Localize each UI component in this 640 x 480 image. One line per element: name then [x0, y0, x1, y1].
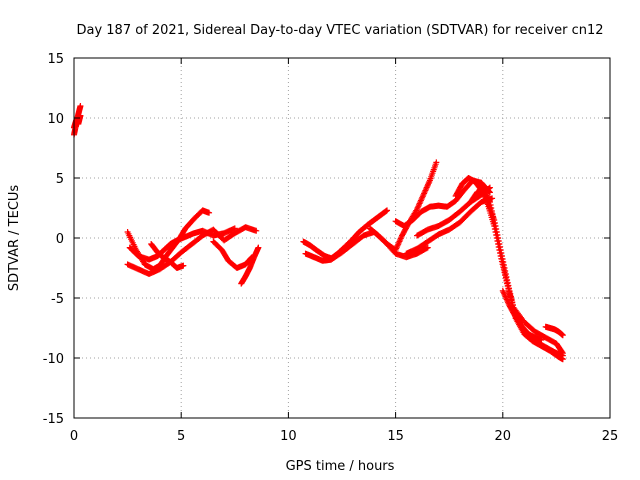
data-point [481, 187, 488, 194]
data-point [495, 241, 502, 247]
data-point [255, 244, 262, 251]
y-tick-label: 10 [47, 112, 64, 127]
y-tick-label: -10 [43, 352, 64, 367]
x-tick-label: 0 [70, 429, 78, 444]
data-point [493, 232, 500, 238]
axis-ticks: 0 5 10 15 20 25 -15 -10 -5 0 5 10 15 [43, 52, 619, 444]
data-point [77, 112, 84, 119]
data-point [494, 238, 501, 244]
series-arc-5 [124, 224, 260, 277]
data-point [481, 188, 488, 195]
grid [74, 58, 610, 418]
data-point [501, 269, 508, 276]
data-point [502, 272, 509, 279]
data-point [559, 332, 566, 339]
data-point [206, 209, 213, 216]
x-tick-label: 20 [495, 429, 512, 444]
data-point [500, 264, 507, 271]
data-point [503, 277, 510, 284]
data-point [495, 244, 502, 250]
x-tick-label: 10 [280, 429, 297, 444]
data-point [424, 244, 431, 251]
series-arc-10 [302, 229, 431, 264]
series-arc-6 [148, 241, 187, 271]
series-arc-17 [484, 201, 566, 359]
series-arc-8 [238, 244, 262, 287]
y-axis-label: SDTVAR / TECUs [7, 185, 22, 292]
data-point [499, 261, 506, 268]
data-points [71, 103, 566, 363]
data-point [486, 185, 493, 192]
data-point [253, 227, 260, 234]
data-point [492, 229, 499, 235]
data-point [496, 247, 503, 253]
data-point [538, 337, 545, 343]
data-point [498, 255, 505, 262]
data-point [384, 207, 391, 214]
data-point [491, 226, 498, 232]
data-point [500, 266, 507, 273]
data-point [498, 258, 505, 265]
data-point [497, 253, 504, 259]
data-point [480, 185, 487, 192]
y-tick-label: 0 [56, 232, 64, 247]
data-point [493, 235, 500, 241]
y-tick-label: -15 [43, 412, 64, 427]
data-point [483, 191, 490, 198]
chart-title: Day 187 of 2021, Sidereal Day-to-day VTE… [76, 23, 603, 38]
data-point [486, 197, 493, 204]
x-tick-label: 15 [387, 429, 404, 444]
data-point [484, 193, 491, 200]
y-tick-label: -5 [51, 292, 64, 307]
data-point [433, 159, 440, 166]
y-tick-label: 15 [47, 52, 64, 67]
data-point [482, 189, 489, 196]
data-point [497, 250, 504, 256]
series-arc-16 [467, 185, 566, 363]
series-arc-18 [499, 287, 545, 343]
data-point [491, 223, 498, 229]
x-tick-label: 5 [177, 429, 185, 444]
series-arc-11 [366, 159, 440, 253]
x-tick-label: 25 [602, 429, 619, 444]
data-point [502, 275, 509, 282]
data-point [559, 352, 566, 359]
data-point [485, 196, 492, 203]
series-arc-7 [210, 238, 255, 271]
y-tick-label: 5 [56, 172, 64, 187]
x-axis-label: GPS time / hours [286, 459, 395, 474]
data-point [486, 184, 493, 191]
data-point [485, 195, 492, 202]
data-point [77, 103, 84, 109]
series-arc-19 [542, 323, 566, 339]
data-point [483, 192, 490, 199]
data-point [180, 262, 187, 269]
